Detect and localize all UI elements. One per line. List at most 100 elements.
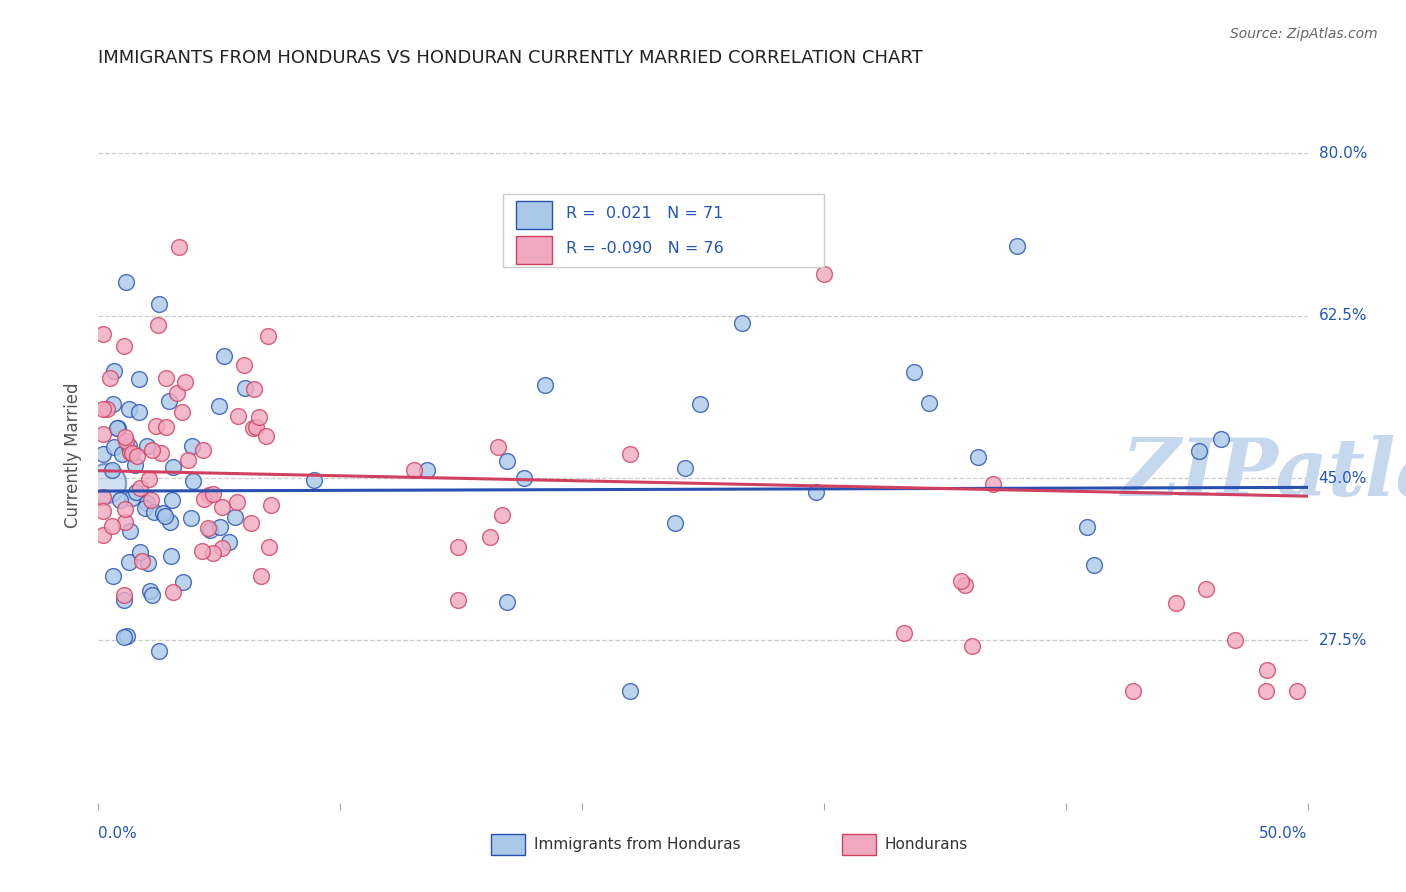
Point <box>211 500 233 515</box>
Point <box>169 240 191 254</box>
Point <box>112 630 135 644</box>
Point <box>211 541 233 555</box>
Point <box>129 545 152 559</box>
Point <box>138 472 160 486</box>
Point <box>1256 663 1278 677</box>
Point <box>177 452 200 467</box>
Point <box>134 500 156 515</box>
Point <box>404 463 426 477</box>
Point <box>804 485 827 500</box>
FancyBboxPatch shape <box>516 201 551 229</box>
Point <box>136 556 159 570</box>
Point <box>249 569 271 583</box>
Point <box>115 275 138 289</box>
Point <box>730 316 752 330</box>
Point <box>478 531 501 545</box>
Point <box>121 446 143 460</box>
Point <box>94 475 117 490</box>
Point <box>111 447 134 461</box>
Point <box>145 418 167 433</box>
Text: 50.0%: 50.0% <box>1260 826 1308 841</box>
Text: 80.0%: 80.0% <box>1319 146 1367 161</box>
Point <box>117 402 139 417</box>
Point <box>174 375 197 389</box>
Point <box>1223 633 1246 648</box>
Point <box>181 439 204 453</box>
FancyBboxPatch shape <box>503 194 824 267</box>
Point <box>128 405 150 419</box>
Text: Immigrants from Honduras: Immigrants from Honduras <box>534 837 741 852</box>
Point <box>103 440 125 454</box>
Point <box>1164 596 1187 610</box>
Point <box>245 420 267 434</box>
Point <box>118 524 141 539</box>
Point <box>1195 582 1218 596</box>
Point <box>1122 684 1144 698</box>
Point <box>157 393 180 408</box>
Point <box>1256 684 1278 698</box>
Point <box>180 511 202 525</box>
Point <box>153 509 176 524</box>
Point <box>533 378 555 392</box>
Point <box>193 491 215 506</box>
Point <box>212 350 235 364</box>
Point <box>103 569 125 583</box>
Point <box>664 516 686 531</box>
Point <box>118 439 141 453</box>
Text: 0.0%: 0.0% <box>98 826 138 841</box>
Point <box>155 420 177 434</box>
Point <box>103 364 125 378</box>
Point <box>224 509 246 524</box>
Point <box>121 491 143 505</box>
Text: Hondurans: Hondurans <box>884 837 967 852</box>
Point <box>141 493 163 508</box>
Point <box>131 554 153 568</box>
Point <box>302 473 325 487</box>
Point <box>115 629 138 643</box>
Point <box>689 397 711 411</box>
FancyBboxPatch shape <box>492 834 526 855</box>
Text: 27.5%: 27.5% <box>1319 633 1367 648</box>
Point <box>201 486 224 500</box>
Point <box>142 505 165 519</box>
Point <box>1076 519 1098 533</box>
Point <box>1188 443 1211 458</box>
Point <box>198 487 221 501</box>
Point <box>447 540 470 554</box>
Point <box>155 371 177 385</box>
Point <box>112 339 135 353</box>
Point <box>950 574 973 588</box>
Point <box>226 495 249 509</box>
Point <box>114 502 136 516</box>
Point <box>120 444 142 458</box>
Point <box>91 528 114 542</box>
Point <box>496 595 519 609</box>
Point <box>242 420 264 434</box>
FancyBboxPatch shape <box>842 834 876 855</box>
Text: ZIPatlas: ZIPatlas <box>1122 434 1406 512</box>
Point <box>91 427 114 442</box>
Text: IMMIGRANTS FROM HONDURAS VS HONDURAN CURRENTLY MARRIED CORRELATION CHART: IMMIGRANTS FROM HONDURAS VS HONDURAN CUR… <box>98 49 924 67</box>
Point <box>112 592 135 607</box>
Point <box>108 493 131 508</box>
Point <box>129 482 152 496</box>
Point <box>491 508 513 523</box>
Point <box>893 626 915 640</box>
Point <box>128 371 150 385</box>
Text: 62.5%: 62.5% <box>1319 309 1367 323</box>
Point <box>125 449 148 463</box>
Point <box>183 474 205 488</box>
Point <box>233 358 256 372</box>
Point <box>91 447 114 461</box>
Point <box>447 593 470 607</box>
Point <box>103 397 125 411</box>
Point <box>257 540 280 554</box>
Point <box>152 506 174 520</box>
Point <box>172 575 194 590</box>
Text: 45.0%: 45.0% <box>1319 471 1367 485</box>
Point <box>1083 558 1105 572</box>
Point <box>619 684 641 698</box>
Point <box>98 371 121 385</box>
Point <box>218 535 240 549</box>
Point <box>135 439 157 453</box>
